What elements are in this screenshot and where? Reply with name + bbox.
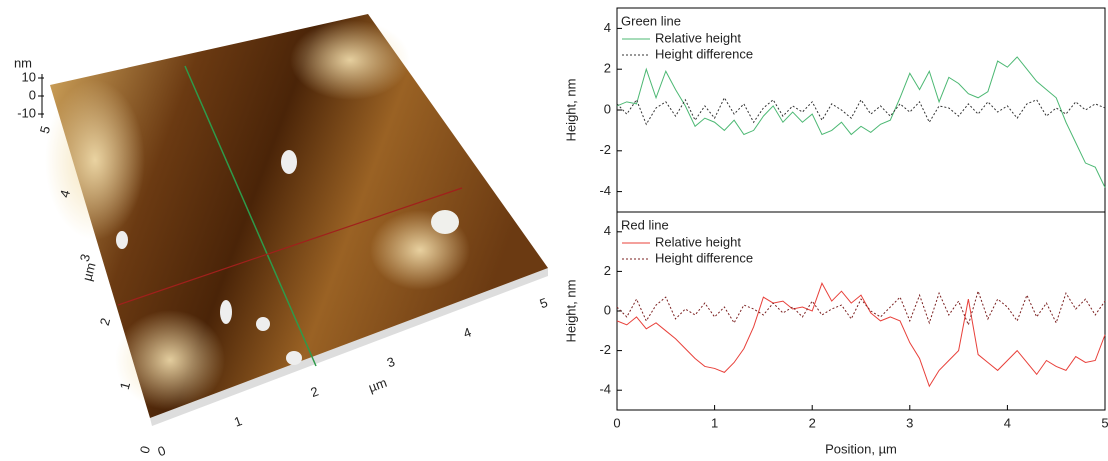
- x-tick-label: 4: [461, 324, 473, 341]
- y-tick-label: 3: [77, 252, 93, 263]
- y-axis-label: Height, nm: [563, 280, 578, 343]
- surface-highlight: [45, 80, 145, 240]
- legend-label: Relative height: [655, 234, 741, 249]
- y-tick-label: 4: [604, 223, 611, 238]
- surface-bump: [281, 150, 297, 174]
- legend-label: Height difference: [655, 46, 753, 61]
- x-tick-label: 3: [385, 354, 397, 371]
- surface-bump: [116, 231, 128, 249]
- surface-bump: [286, 351, 302, 365]
- x-tick-label: 2: [809, 415, 816, 430]
- series-line: [616, 289, 1106, 327]
- legend-title: Red line: [621, 217, 669, 232]
- surface-bump: [220, 300, 232, 324]
- y-tick-label: -4: [599, 382, 611, 397]
- y-axis-label: Height, nm: [563, 79, 578, 142]
- surface-edge: [150, 268, 548, 426]
- surface-bump: [431, 210, 459, 234]
- x-tick-label: 5: [1101, 415, 1108, 430]
- z-tick-label: 0: [29, 87, 36, 102]
- z-tick-label: -10: [17, 105, 36, 120]
- y-tick-label: 0: [604, 101, 611, 116]
- x-tick-label: 0: [613, 415, 620, 430]
- x-axis-label: Position, µm: [825, 441, 897, 456]
- y-tick-label: -2: [599, 142, 611, 157]
- x-tick-label: 4: [1004, 415, 1011, 430]
- y-tick-label: 4: [57, 188, 73, 199]
- surface-image: [45, 14, 548, 426]
- series-line: [616, 96, 1106, 126]
- legend-title: Green line: [621, 13, 681, 28]
- x-tick-label: 1: [232, 413, 244, 430]
- x-tick-label: 5: [538, 295, 550, 312]
- y-tick-label: 5: [37, 124, 53, 135]
- surface-highlight: [115, 310, 225, 410]
- z-axis-label: nm: [14, 55, 32, 70]
- red-profile-line: [117, 187, 463, 306]
- x-tick-label: 1: [711, 415, 718, 430]
- series-line: [616, 56, 1106, 188]
- x-tick-label: 0: [156, 443, 168, 460]
- y-tick-label: 0: [137, 444, 153, 455]
- legend-label: Relative height: [655, 30, 741, 45]
- surface-bump: [256, 317, 270, 331]
- z-tick-label: 10: [22, 69, 36, 84]
- y-tick-label: -4: [599, 183, 611, 198]
- y-tick-label: 2: [604, 61, 611, 76]
- legend-label: Height difference: [655, 250, 753, 265]
- series-line: [616, 282, 1106, 388]
- y-tick-label: 4: [604, 20, 611, 35]
- y-tick-label: -2: [599, 342, 611, 357]
- y-tick-label: 2: [97, 316, 113, 327]
- y-tick-label: 1: [117, 380, 133, 391]
- x-tick-label: 3: [906, 415, 913, 430]
- y-tick-label: 2: [604, 263, 611, 278]
- green-profile-line: [184, 65, 317, 367]
- x-axis-label: µm: [366, 375, 388, 395]
- y-axis-label: µm: [79, 261, 98, 283]
- surface-highlight: [290, 20, 410, 100]
- y-tick-label: 0: [604, 302, 611, 317]
- x-tick-label: 2: [308, 384, 320, 401]
